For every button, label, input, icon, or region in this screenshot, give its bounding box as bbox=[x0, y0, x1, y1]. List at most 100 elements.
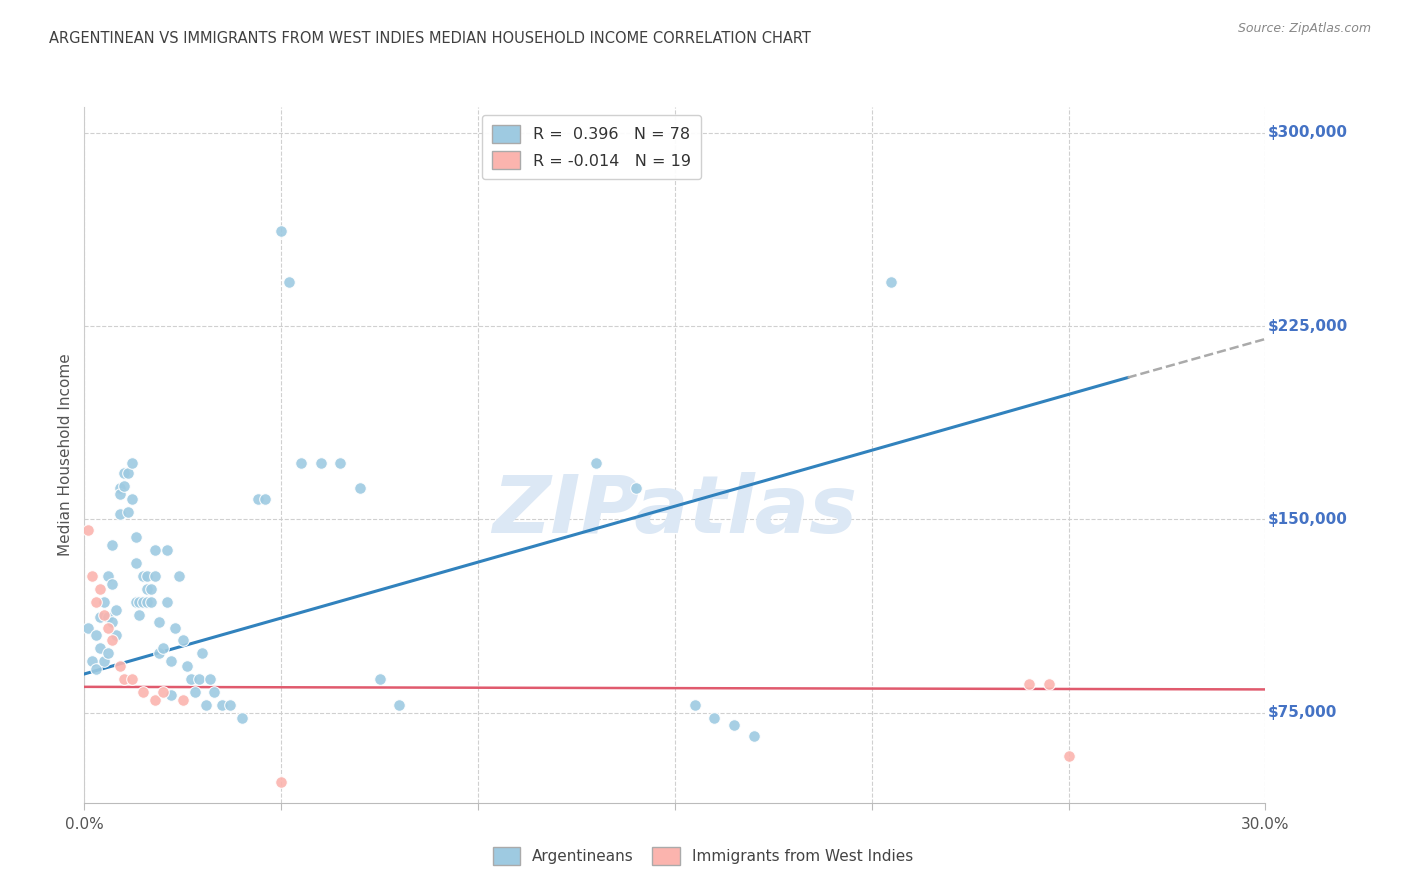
Point bbox=[97, 569, 120, 583]
Point bbox=[84, 595, 107, 609]
Point bbox=[388, 698, 411, 712]
Point bbox=[77, 621, 100, 635]
Text: $300,000: $300,000 bbox=[1268, 125, 1348, 140]
Point bbox=[585, 456, 607, 470]
Point bbox=[97, 610, 120, 624]
Point bbox=[742, 729, 765, 743]
Text: $75,000: $75,000 bbox=[1268, 705, 1337, 720]
Point bbox=[124, 556, 146, 570]
Legend: R =  0.396   N = 78, R = -0.014   N = 19: R = 0.396 N = 78, R = -0.014 N = 19 bbox=[482, 115, 700, 179]
Point bbox=[368, 672, 391, 686]
Point bbox=[219, 698, 242, 712]
Point bbox=[156, 595, 179, 609]
Point bbox=[108, 507, 131, 521]
Point bbox=[148, 615, 170, 630]
Point bbox=[101, 633, 124, 648]
Point bbox=[101, 615, 124, 630]
Point bbox=[195, 698, 218, 712]
Text: Source: ZipAtlas.com: Source: ZipAtlas.com bbox=[1237, 22, 1371, 36]
Point bbox=[160, 688, 183, 702]
Point bbox=[124, 530, 146, 544]
Point bbox=[172, 633, 194, 648]
Point bbox=[202, 685, 225, 699]
Point bbox=[121, 672, 143, 686]
Point bbox=[183, 685, 205, 699]
Point bbox=[290, 456, 312, 470]
Point bbox=[108, 486, 131, 500]
Point bbox=[152, 641, 174, 656]
Point bbox=[104, 602, 127, 616]
Point bbox=[172, 692, 194, 706]
Point bbox=[246, 491, 269, 506]
Point bbox=[101, 538, 124, 552]
Point bbox=[89, 582, 111, 596]
Point bbox=[84, 628, 107, 642]
Point bbox=[270, 775, 292, 789]
Point bbox=[108, 659, 131, 673]
Point bbox=[136, 569, 159, 583]
Point bbox=[97, 621, 120, 635]
Text: ZIPatlas: ZIPatlas bbox=[492, 472, 858, 549]
Point bbox=[82, 569, 104, 583]
Point bbox=[1018, 677, 1040, 691]
Point bbox=[121, 491, 143, 506]
Point bbox=[132, 569, 155, 583]
Point bbox=[152, 685, 174, 699]
Point bbox=[132, 685, 155, 699]
Point bbox=[624, 482, 647, 496]
Point bbox=[82, 654, 104, 668]
Point bbox=[143, 543, 166, 558]
Point bbox=[136, 582, 159, 596]
Point bbox=[141, 595, 163, 609]
Point bbox=[683, 698, 706, 712]
Point bbox=[132, 595, 155, 609]
Point bbox=[136, 595, 159, 609]
Point bbox=[128, 607, 150, 622]
Point bbox=[254, 491, 277, 506]
Point bbox=[97, 646, 120, 660]
Point bbox=[143, 692, 166, 706]
Point bbox=[101, 576, 124, 591]
Point bbox=[89, 610, 111, 624]
Point bbox=[108, 482, 131, 496]
Point bbox=[1057, 749, 1080, 764]
Point bbox=[1038, 677, 1060, 691]
Point bbox=[112, 672, 135, 686]
Point bbox=[278, 275, 301, 289]
Point bbox=[160, 654, 183, 668]
Point bbox=[176, 659, 198, 673]
Point bbox=[124, 595, 146, 609]
Point bbox=[117, 466, 139, 480]
Point bbox=[187, 672, 209, 686]
Point bbox=[141, 582, 163, 596]
Point bbox=[128, 595, 150, 609]
Point bbox=[148, 646, 170, 660]
Point bbox=[112, 466, 135, 480]
Point bbox=[93, 607, 115, 622]
Point bbox=[200, 672, 222, 686]
Point bbox=[77, 523, 100, 537]
Point bbox=[84, 662, 107, 676]
Point bbox=[231, 711, 253, 725]
Point bbox=[167, 569, 190, 583]
Text: $225,000: $225,000 bbox=[1268, 318, 1348, 334]
Point bbox=[104, 628, 127, 642]
Point bbox=[121, 456, 143, 470]
Point bbox=[143, 569, 166, 583]
Text: $150,000: $150,000 bbox=[1268, 512, 1347, 527]
Point bbox=[270, 224, 292, 238]
Point bbox=[112, 479, 135, 493]
Point bbox=[703, 711, 725, 725]
Point bbox=[309, 456, 332, 470]
Point bbox=[117, 505, 139, 519]
Legend: Argentineans, Immigrants from West Indies: Argentineans, Immigrants from West Indie… bbox=[486, 841, 920, 871]
Point bbox=[211, 698, 233, 712]
Point bbox=[880, 275, 903, 289]
Point bbox=[89, 641, 111, 656]
Point bbox=[93, 595, 115, 609]
Point bbox=[156, 543, 179, 558]
Point bbox=[191, 646, 214, 660]
Point bbox=[180, 672, 202, 686]
Y-axis label: Median Household Income: Median Household Income bbox=[58, 353, 73, 557]
Point bbox=[163, 621, 186, 635]
